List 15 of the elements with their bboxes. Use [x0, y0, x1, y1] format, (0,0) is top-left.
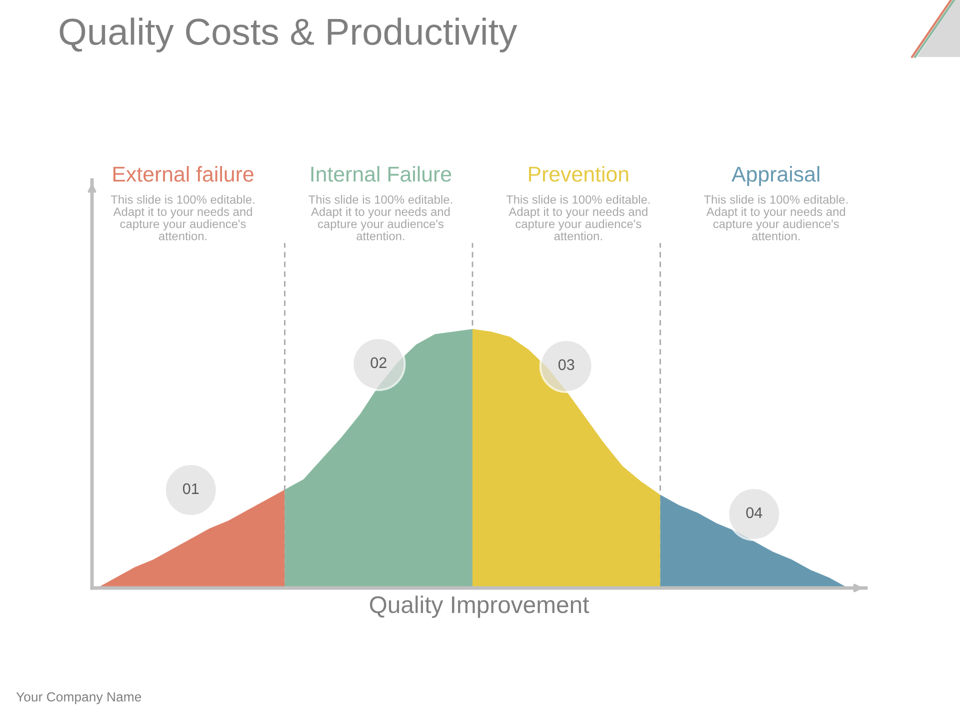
text: This slide is 100% editable. Adapt it to your needs and capture your audience's attention. [110, 195, 254, 240]
text: This slide is 100% editable. Adapt it to your needs and capture your audience's attention. [704, 195, 848, 240]
text: Appraisal [732, 166, 820, 186]
annotation: 01 [182, 483, 199, 494]
text: Internal Failure [311, 166, 452, 182]
annotation: 04 [746, 507, 762, 518]
text: Your Company Name [16, 692, 142, 704]
text: Prevention [529, 166, 628, 182]
text: This slide is 100% editable. Adapt it to your needs and capture your audience's attention. [308, 195, 452, 240]
text: External failure [113, 166, 254, 182]
annotation: 03 [558, 359, 574, 370]
chart-title: Quality Costs & Productivity [60, 18, 518, 52]
text: This slide is 100% editable. Adapt it to your needs and capture your audience's attention. [506, 195, 650, 240]
x-axis-title: Quality Improvement [370, 596, 590, 618]
annotation: 02 [370, 357, 386, 368]
